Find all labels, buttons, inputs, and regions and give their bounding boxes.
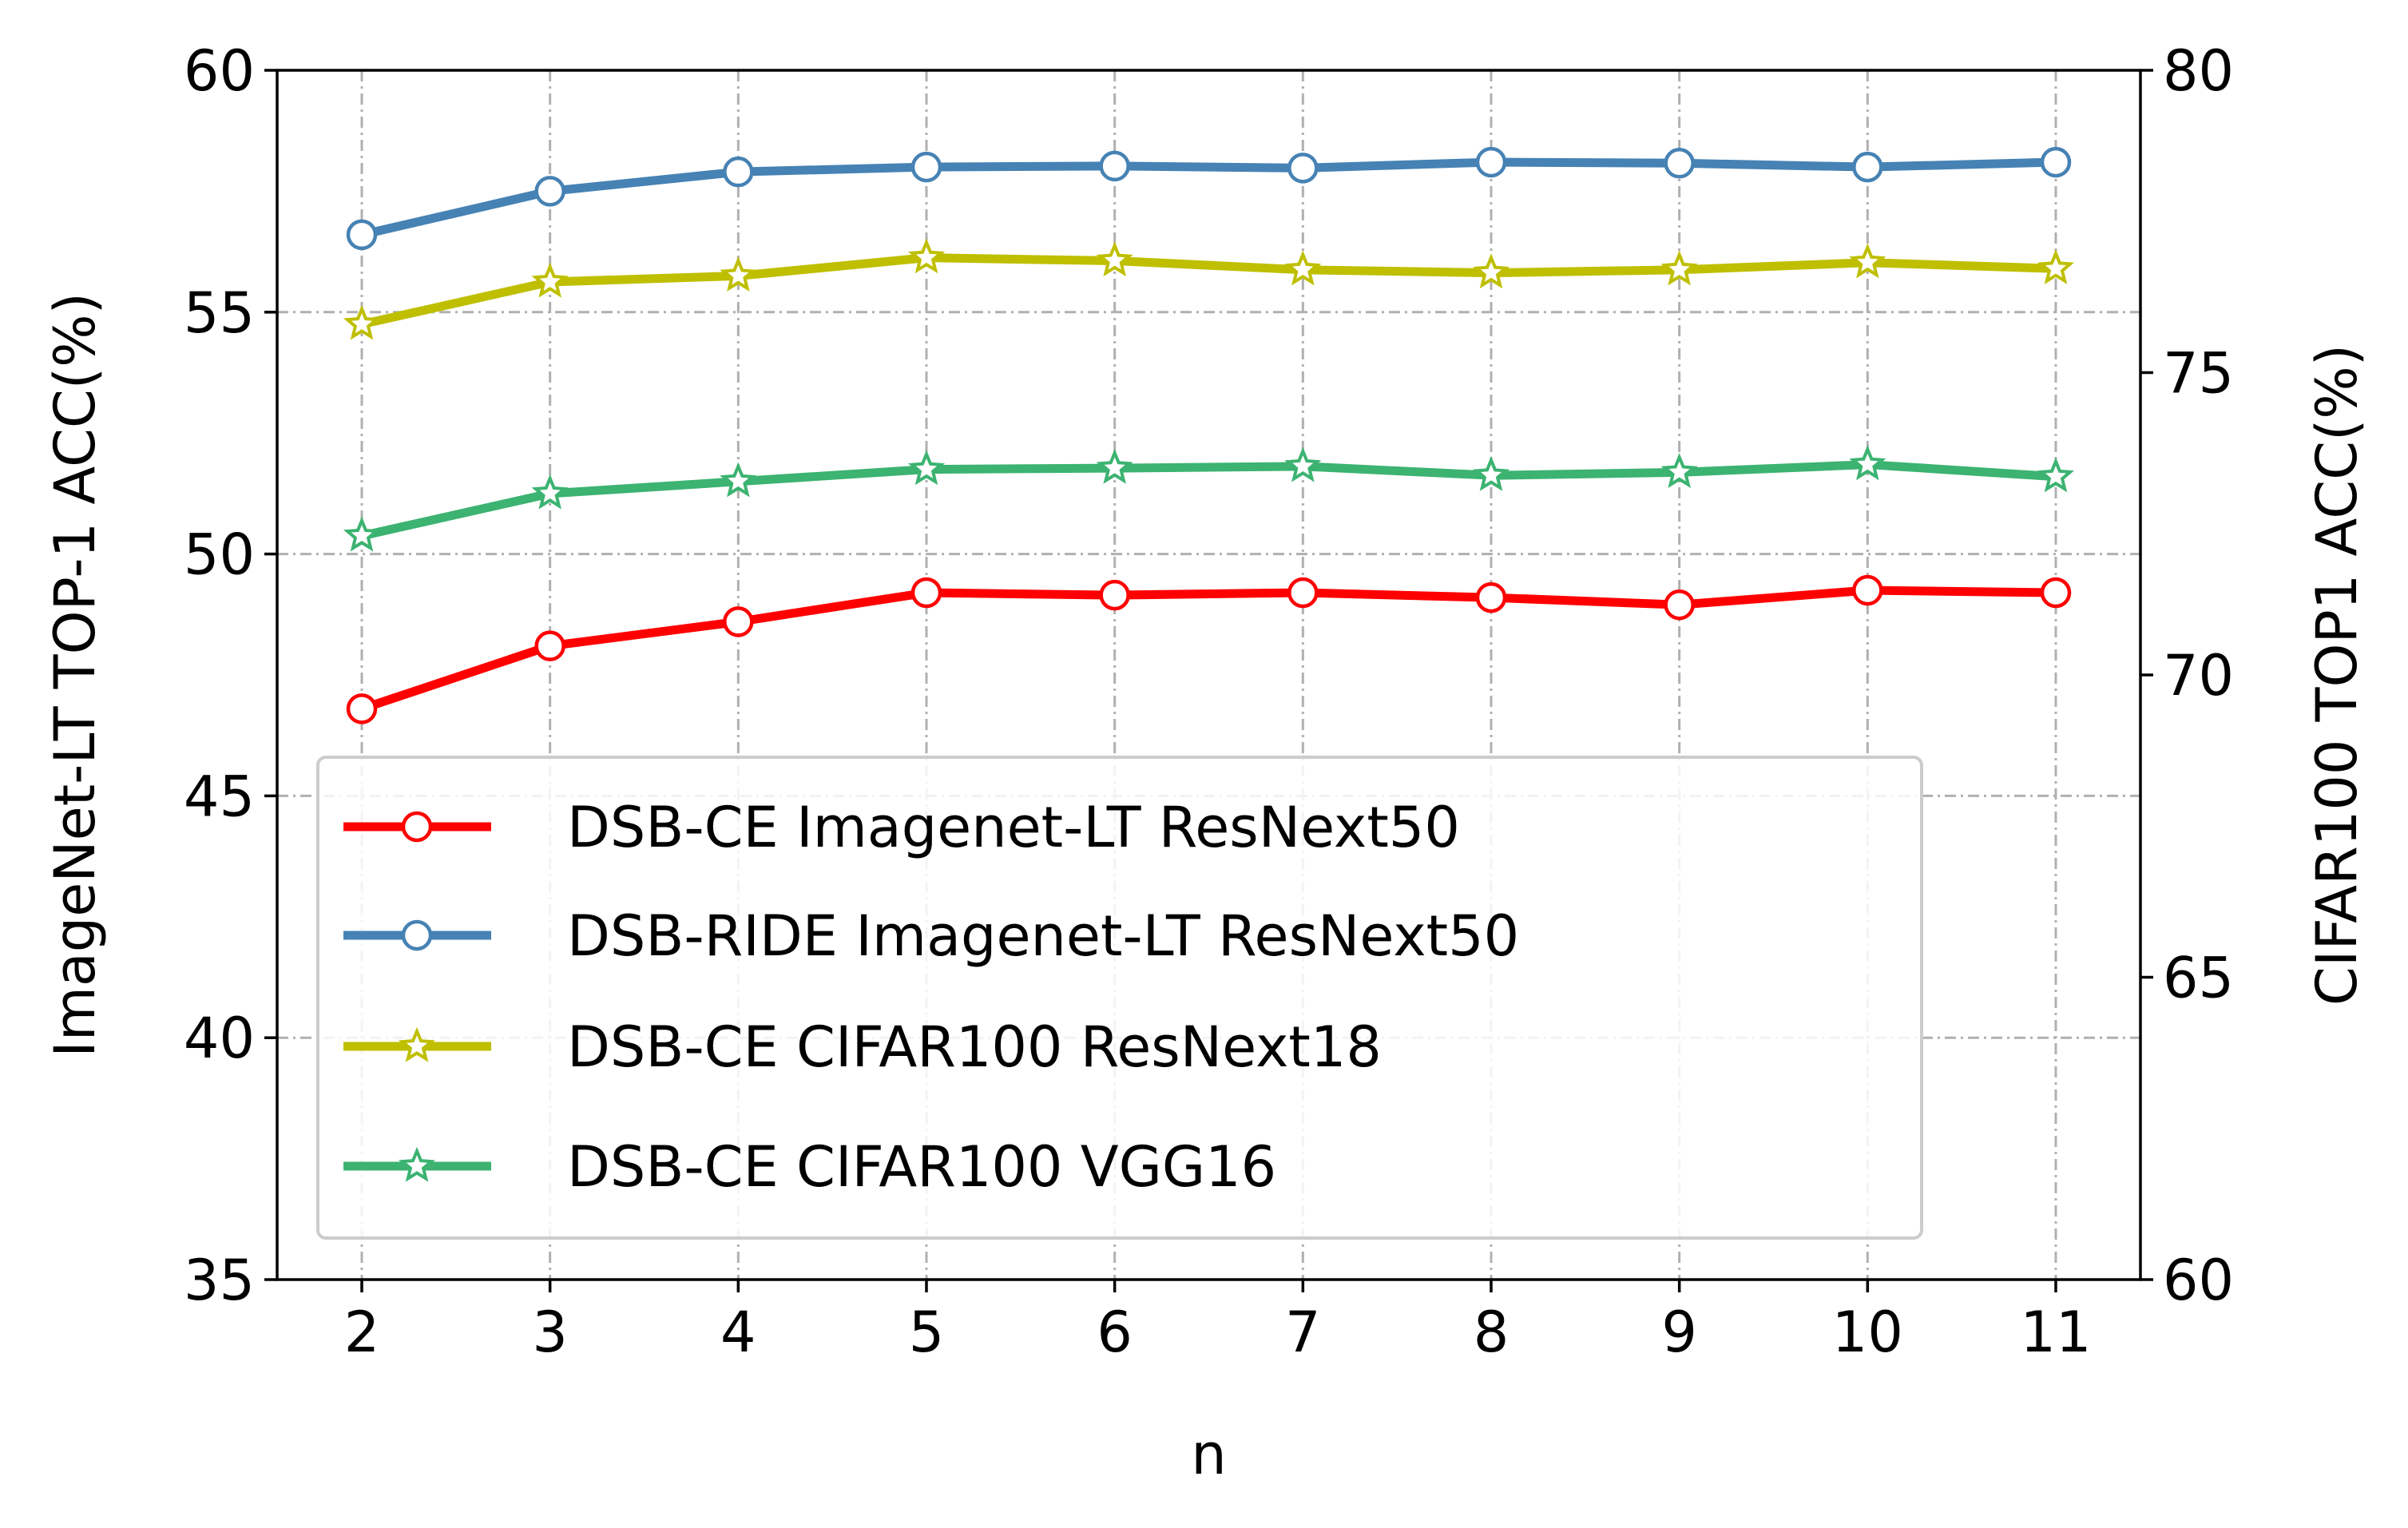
x-tick-label: 8: [1474, 1300, 1509, 1365]
y-right-tick-label: 65: [2163, 946, 2234, 1011]
data-point: [531, 262, 569, 298]
data-point: [907, 238, 946, 274]
legend-item: DSB-RIDE Imagenet-LT ResNext50: [343, 903, 1519, 969]
x-tick-label: 9: [1661, 1300, 1697, 1365]
legend-label: DSB-RIDE Imagenet-LT ResNext50: [567, 903, 1519, 969]
data-point: [1664, 148, 1695, 179]
data-point: [1475, 581, 1507, 613]
series-line: [360, 253, 2057, 329]
legend-label: DSB-CE CIFAR100 VGG16: [567, 1134, 1276, 1200]
y-left-tick-label: 60: [184, 38, 255, 104]
data-point: [1472, 455, 1510, 491]
legend-label: DSB-CE CIFAR100 ResNext18: [567, 1014, 1382, 1080]
data-point: [531, 474, 569, 510]
series-4: [343, 445, 2075, 552]
series-line: [360, 585, 2057, 713]
legend-swatch-marker: [401, 811, 433, 843]
series-1: [346, 574, 2072, 724]
data-point: [1099, 579, 1130, 611]
series-line: [360, 460, 2057, 541]
data-point: [1475, 146, 1507, 178]
series-2: [346, 146, 2072, 251]
data-point: [1664, 589, 1695, 621]
data-point: [1284, 250, 1322, 286]
legend-item: DSB-CE CIFAR100 ResNext18: [343, 1014, 1382, 1080]
x-tick-label: 10: [1832, 1300, 1903, 1365]
data-point: [534, 630, 565, 661]
data-point: [2037, 457, 2075, 493]
y-axis-left-title: ImageNet-LT TOP-1 ACC(%): [42, 292, 108, 1058]
x-tick-label: 3: [532, 1300, 568, 1365]
data-point: [2040, 146, 2072, 178]
y-left-tick-label: 55: [184, 280, 255, 346]
data-point: [720, 462, 757, 498]
data-point: [1849, 243, 1886, 279]
data-point: [1852, 151, 1883, 183]
data-point: [907, 450, 946, 486]
data-point: [534, 176, 565, 207]
x-tick-label: 7: [1285, 1300, 1321, 1365]
data-point: [723, 606, 754, 637]
legend-item: DSB-CE CIFAR100 VGG16: [343, 1134, 1276, 1200]
data-point: [1096, 448, 1133, 484]
legend-label: DSB-CE Imagenet-LT ResNext50: [567, 795, 1460, 860]
y-left-tick-label: 40: [184, 1006, 255, 1071]
legend-swatch-marker: [401, 919, 433, 951]
data-point: [343, 516, 381, 552]
data-point: [1472, 253, 1510, 289]
x-tick-label: 6: [1097, 1300, 1133, 1365]
x-axis-title: n: [1191, 1422, 1226, 1487]
x-tick-label: 4: [720, 1300, 756, 1365]
data-point: [1099, 150, 1130, 182]
legend: DSB-CE Imagenet-LT ResNext50 DSB-RIDE Ima…: [316, 756, 1923, 1240]
y-left-tick-label: 35: [184, 1248, 255, 1313]
data-point: [1852, 574, 1883, 606]
data-point: [1849, 445, 1886, 481]
data-point: [1096, 241, 1133, 277]
data-point: [343, 304, 381, 340]
y-left-tick-label: 45: [184, 764, 255, 829]
series-layer: [343, 146, 2075, 724]
legend-swatch-marker: [398, 1026, 436, 1062]
data-point: [720, 256, 757, 292]
series-3: [343, 238, 2075, 340]
data-point: [1284, 446, 1322, 482]
y-right-tick-label: 70: [2163, 643, 2234, 708]
data-point: [1287, 577, 1319, 609]
x-tick-label: 11: [2020, 1300, 2091, 1365]
y-right-tick-label: 80: [2163, 38, 2234, 104]
x-tick-label: 2: [344, 1300, 380, 1365]
x-tick-label: 5: [909, 1300, 945, 1365]
data-point: [346, 693, 378, 724]
data-point: [1660, 453, 1698, 489]
legend-item: DSB-CE Imagenet-LT ResNext50: [343, 795, 1460, 860]
y-right-tick-label: 60: [2163, 1248, 2234, 1313]
data-point: [1660, 250, 1698, 286]
series-line: [360, 157, 2057, 240]
y-left-tick-label: 50: [184, 522, 255, 588]
data-point: [910, 577, 942, 609]
data-point: [910, 151, 942, 183]
data-point: [346, 219, 378, 251]
data-point: [2040, 577, 2072, 609]
legend-swatch-marker: [398, 1146, 436, 1182]
data-point: [1287, 153, 1319, 184]
y-right-tick-label: 75: [2163, 341, 2234, 407]
y-axis-right-title: CIFAR100 TOP1 ACC(%): [2304, 344, 2370, 1006]
legend-box: [316, 756, 1923, 1240]
data-point: [723, 156, 754, 188]
data-point: [2037, 249, 2075, 284]
